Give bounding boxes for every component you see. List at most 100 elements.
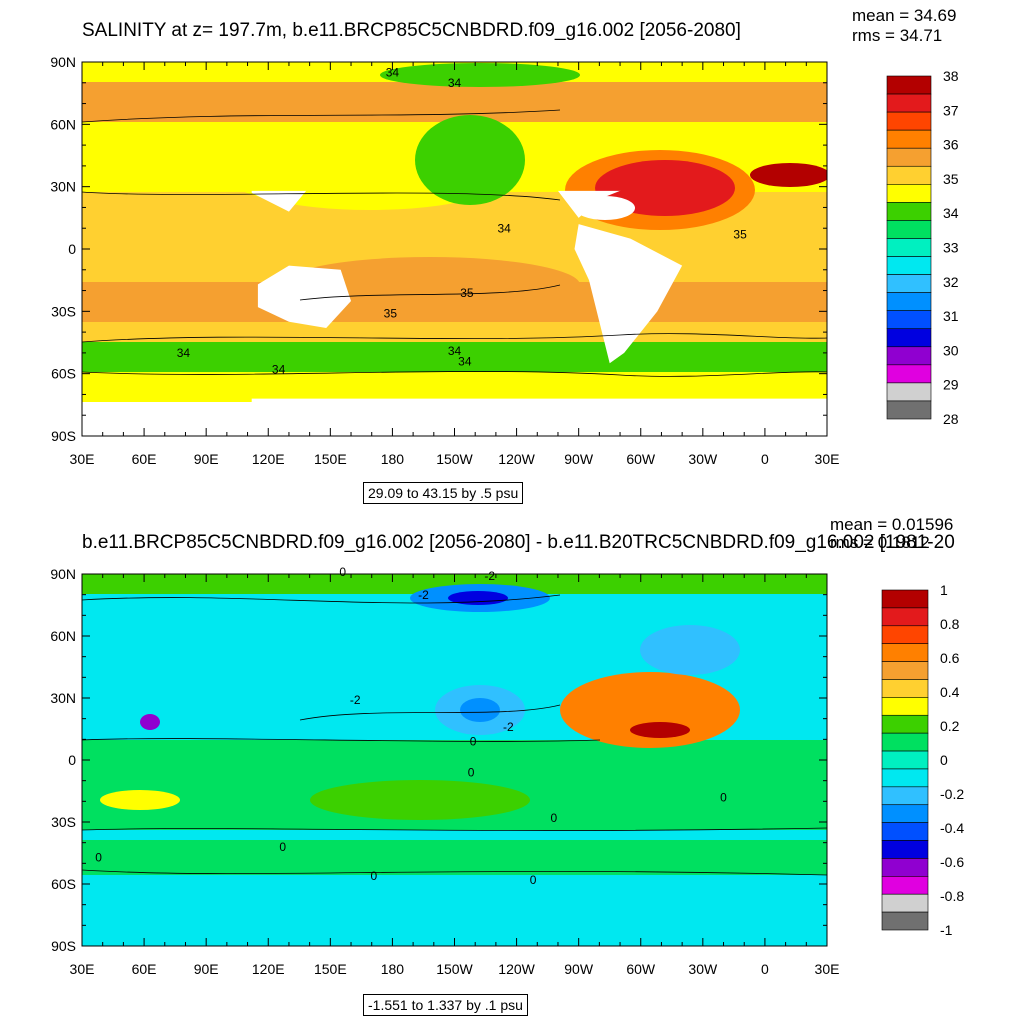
colorbar-segment	[886, 364, 932, 384]
colorbar-label: 36	[943, 137, 959, 153]
colorbar-segment	[881, 697, 929, 716]
colorbar-segment	[881, 768, 929, 788]
y-tick-label: 90N	[50, 566, 76, 582]
colorbar-segment	[886, 202, 932, 221]
colorbar-label: 1	[940, 582, 948, 598]
x-tick-label: 30E	[815, 961, 840, 977]
colorbar-segment	[886, 184, 932, 203]
colorbar-label: 0.8	[940, 616, 960, 632]
y-tick-label: 30N	[50, 179, 76, 195]
contour-label: 35	[460, 286, 474, 300]
x-tick-label: 150W	[436, 451, 473, 467]
x-tick-label: 120W	[498, 451, 535, 467]
top-axis-ticks: 30E 60E 90E 120E 150E 180 150W 120W 90W 60W 30W 0 30…	[50, 54, 839, 467]
contour-label: 0	[370, 869, 377, 883]
x-tick-label: 0	[761, 961, 769, 977]
colorbar-segment	[881, 661, 929, 680]
contour-label: 0	[95, 850, 102, 864]
colorbar-label: -0.2	[940, 786, 964, 802]
colorbar-segment	[881, 679, 929, 698]
bottom-rms-text: rms = 0.1812	[830, 533, 930, 552]
x-tick-label: 150E	[314, 451, 347, 467]
bottom-anomaly-field	[82, 574, 827, 946]
contour-label: 0	[468, 766, 475, 780]
colorbar-segment	[881, 714, 929, 734]
x-tick-label: 60W	[626, 451, 656, 467]
colorbar-label: 31	[943, 308, 959, 324]
colorbar-label: 28	[943, 411, 959, 427]
colorbar-segment	[886, 292, 932, 311]
contour-label: -2	[350, 693, 361, 707]
x-tick-label: 0	[761, 451, 769, 467]
contour-label: 35	[733, 228, 747, 242]
colorbar-segment	[881, 750, 929, 770]
colorbar-label: 30	[943, 342, 959, 358]
colorbar-label: 0.4	[940, 684, 960, 700]
contour-label: 34	[386, 66, 400, 80]
colorbar-label: -1	[940, 922, 953, 938]
x-tick-label: 30W	[688, 961, 718, 977]
colorbar-segment	[881, 893, 929, 913]
contour-label: -2	[503, 720, 514, 734]
colorbar-segment	[886, 111, 932, 131]
contour-label: 34	[497, 221, 511, 235]
colorbar-segment	[886, 75, 932, 95]
contour-label: 0	[339, 565, 346, 579]
colorbar-label: 37	[943, 102, 959, 118]
y-tick-label: 60N	[50, 628, 76, 644]
x-tick-label: 120E	[252, 451, 285, 467]
colorbar-label: 0.2	[940, 718, 960, 734]
colorbar-segment	[881, 840, 929, 859]
bottom-mean-text: mean = 0.01596	[830, 515, 954, 534]
x-tick-label: 30E	[70, 451, 95, 467]
colorbar-label: -0.8	[940, 888, 964, 904]
colorbar-segment	[886, 256, 932, 275]
colorbar-label: -0.6	[940, 854, 964, 870]
y-tick-label: 30N	[50, 690, 76, 706]
contour-label: 0	[279, 840, 286, 854]
x-tick-label: 180	[381, 961, 405, 977]
colorbar-segment	[886, 346, 932, 366]
x-tick-label: 150W	[436, 961, 473, 977]
top-rms-text: rms = 34.71	[852, 26, 943, 45]
y-tick-label: 90S	[51, 428, 76, 444]
contour-label: -2	[418, 588, 429, 602]
top-mean-text: mean = 34.69	[852, 6, 957, 25]
colorbar-segment	[881, 786, 929, 806]
contour-label: 0	[550, 811, 557, 825]
colorbar-segment	[886, 400, 932, 420]
x-tick-label: 90W	[564, 451, 594, 467]
colorbar-label: 34	[943, 205, 959, 221]
x-tick-label: 30E	[815, 451, 840, 467]
x-tick-label: 60W	[626, 961, 656, 977]
x-tick-label: 90E	[194, 961, 219, 977]
contour-label: 34	[458, 354, 472, 368]
x-tick-label: 30E	[70, 961, 95, 977]
top-panel-title: SALINITY at z= 197.7m, b.e11.BRCP85C5CNB…	[82, 20, 741, 41]
y-tick-label: 0	[68, 752, 76, 768]
colorbar-segment	[881, 589, 929, 609]
y-tick-label: 90S	[51, 938, 76, 954]
x-tick-label: 150E	[314, 961, 347, 977]
contour-label: 34	[272, 363, 286, 377]
colorbar-segment	[886, 328, 932, 348]
contour-label: -2	[484, 569, 495, 583]
colorbar-segment	[881, 858, 929, 877]
x-tick-label: 60E	[132, 451, 157, 467]
colorbar-label: 32	[943, 274, 959, 290]
colorbar-segment	[886, 129, 932, 149]
colorbar-segment	[886, 274, 932, 293]
x-tick-label: 90W	[564, 961, 594, 977]
colorbar-label: 0.6	[940, 650, 960, 666]
top-range-box: 29.09 to 43.15 by .5 psu	[363, 482, 524, 504]
bottom-axis-ticks: 30E 60E 90E 120E 150E 180 150W 120W 90W 60W 30W 0 30…	[50, 566, 839, 977]
contour-label: 0	[720, 790, 727, 804]
contour-label: 34	[177, 346, 191, 360]
colorbar-label: -0.4	[940, 820, 964, 836]
colorbar-segment	[881, 876, 929, 895]
y-tick-label: 90N	[50, 54, 76, 70]
colorbar-segment	[881, 732, 929, 752]
y-tick-label: 30S	[51, 303, 76, 319]
top-contour-lines	[82, 109, 827, 377]
